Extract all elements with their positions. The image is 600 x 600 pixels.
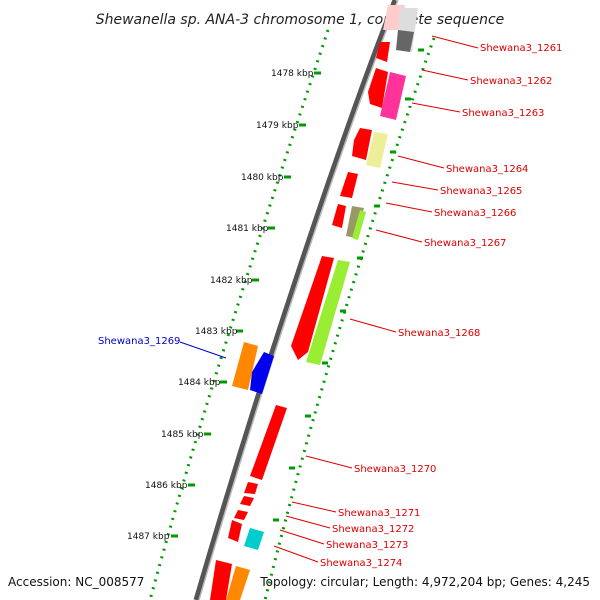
topology-text: Topology: circular; Length: 4,972,204 bp… [259,575,590,589]
gene-1267[interactable] [352,210,366,240]
gene-1273[interactable] [244,528,264,550]
gene-label-1274[interactable]: Shewana3_1274 [320,558,402,569]
gene-1269[interactable] [250,352,274,394]
gene-label-1261[interactable]: Shewana3_1261 [480,43,562,54]
gene-arrow[interactable] [250,405,287,480]
map-title: Shewanella sp. ANA-3 chromosome 1, compl… [96,12,505,28]
chromosome-backbone [193,0,398,600]
kbp-tick-marks [171,71,321,538]
gene-label-1266[interactable]: Shewana3_1266 [434,208,516,219]
gene-label-1271[interactable]: Shewana3_1271 [338,508,420,519]
scale-dotted-line-right [263,37,436,600]
scale-dotted-line-left [148,29,330,600]
gene-label-1264[interactable]: Shewana3_1264 [446,164,528,175]
gene-label-1273[interactable]: Shewana3_1273 [326,540,408,551]
tick-label: 1485 kbp [161,430,204,440]
gene-label-1270[interactable]: Shewana3_1270 [354,464,436,475]
genes-outer-strand [226,8,418,600]
tick-label: 1481 kbp [226,224,269,234]
gene-arrow[interactable] [340,172,358,198]
chromosome-backbone-highlight [198,0,399,600]
tick-label: 1483 kbp [195,327,238,337]
kbp-tick-labels: 1478 kbp 1479 kbp 1480 kbp 1481 kbp 1482… [127,69,314,542]
gene-label-1268[interactable]: Shewana3_1268 [398,328,480,339]
gene-label-1263[interactable]: Shewana3_1263 [462,108,544,119]
gene-arrow[interactable] [352,128,372,160]
gene-1274[interactable] [226,566,250,600]
gene-arrow[interactable] [376,42,390,62]
gene-arrow[interactable] [368,68,388,108]
gene-arrow[interactable] [210,560,232,600]
gene-1264[interactable] [366,132,388,168]
gene-label-1267[interactable]: Shewana3_1267 [424,238,506,249]
genes-left-strand [232,342,274,394]
tick-label: 1484 kbp [178,378,221,388]
gene-arrow[interactable] [228,520,242,542]
gene-label-leaders [179,35,479,563]
gene-label-1269[interactable]: Shewana3_1269 [98,336,180,347]
tick-label: 1478 kbp [271,69,314,79]
gene-arrow-small[interactable] [244,482,258,494]
gene-1268[interactable] [306,260,350,365]
gene-label-1262[interactable]: Shewana3_1262 [470,76,552,87]
gene-orange-left[interactable] [232,342,258,390]
gene-1263[interactable] [380,72,406,120]
gene-arrow-small[interactable] [240,496,254,506]
gene-ticks-right [273,48,424,522]
accession-text: Accession: NC_008577 [8,575,144,589]
gene-arrow-large[interactable] [291,256,334,360]
genes-inner-strand [210,5,405,600]
tick-label: 1482 kbp [210,276,253,286]
gene-arrow-small[interactable] [234,510,248,520]
tick-label: 1479 kbp [256,121,299,131]
tick-label: 1486 kbp [145,481,188,491]
gene-labels: Shewana3_1261 Shewana3_1262 Shewana3_126… [98,43,562,569]
gene-label-1265[interactable]: Shewana3_1265 [440,186,522,197]
tick-label: 1487 kbp [127,532,170,542]
gene-label-1272[interactable]: Shewana3_1272 [332,524,414,535]
gene-arrow[interactable] [332,204,346,228]
tick-label: 1480 kbp [241,173,284,183]
gene-1261-grey[interactable] [396,30,414,52]
